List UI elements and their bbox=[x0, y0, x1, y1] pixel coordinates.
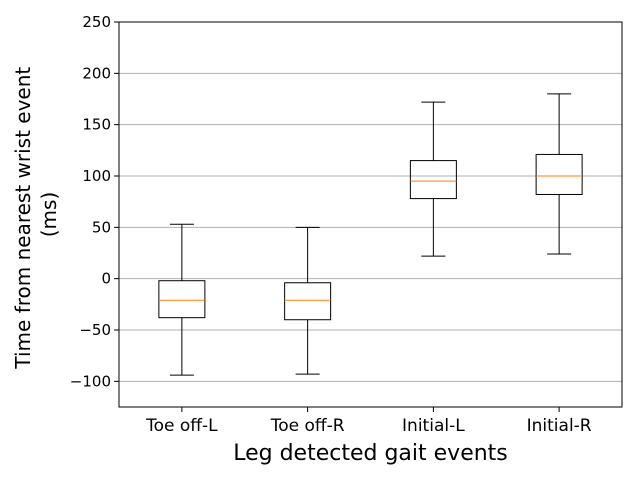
box-iqr bbox=[535, 153, 583, 195]
y-tick-label: 0 bbox=[101, 270, 111, 288]
y-tick-label: −100 bbox=[70, 372, 111, 390]
boxes bbox=[158, 93, 583, 376]
box-group bbox=[409, 101, 457, 257]
x-tick-label: Toe off-R bbox=[270, 416, 345, 436]
x-axis-title: Leg detected gait events bbox=[233, 441, 508, 466]
box-group bbox=[284, 226, 332, 375]
box-group bbox=[158, 223, 206, 376]
y-axis-title-line-2: (ms) bbox=[37, 192, 61, 238]
y-tick-label: 150 bbox=[82, 116, 111, 134]
x-tick-label: Initial-L bbox=[402, 416, 465, 436]
box-group bbox=[535, 93, 583, 255]
axes-frame bbox=[118, 21, 623, 408]
gridlines bbox=[119, 21, 622, 382]
x-ticks: Toe off-L Toe off-R Initial-L Initial-R bbox=[145, 407, 592, 436]
y-ticks: −100 −50 0 50 100 150 200 250 bbox=[70, 13, 119, 390]
x-tick-label: Initial-R bbox=[527, 416, 592, 436]
y-tick-label: 50 bbox=[92, 218, 111, 236]
y-axis-title: Time from nearest wrist event (ms) bbox=[11, 60, 61, 369]
box-iqr bbox=[409, 160, 457, 200]
box-iqr bbox=[158, 280, 206, 319]
y-tick-label: 100 bbox=[82, 167, 111, 185]
y-tick-label: 200 bbox=[82, 64, 111, 82]
y-tick-label: 250 bbox=[82, 13, 111, 31]
x-tick-label: Toe off-L bbox=[145, 416, 218, 436]
y-axis-title-line-1: Time from nearest wrist event bbox=[11, 67, 35, 370]
box-iqr bbox=[284, 282, 332, 321]
y-tick-label: −50 bbox=[79, 321, 111, 339]
